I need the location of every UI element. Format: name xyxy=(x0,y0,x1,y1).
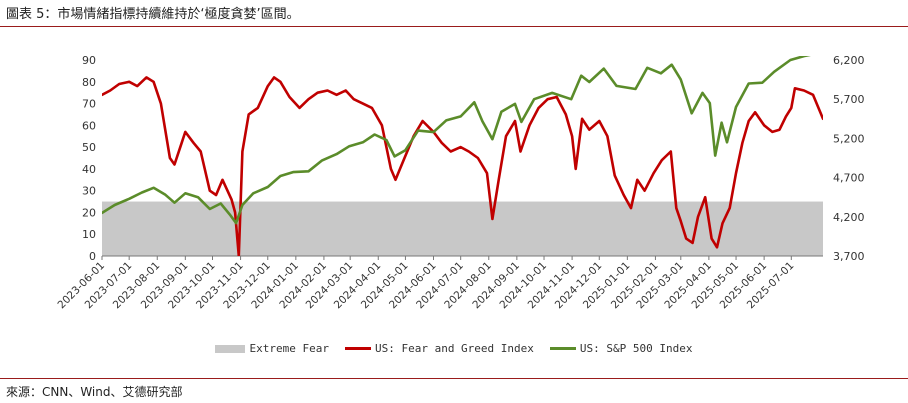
figure-title: 圖表 5：市場情緒指標持續維持於‘極度貪婪’區間。 xyxy=(6,7,300,22)
source-note: 來源：CNN、Wind、艾德研究部 xyxy=(6,385,183,399)
sentiment-chart: 0 10 20 30 40 50 60 70 80 90 3,700 4,200 4,700 5,200 5… xyxy=(55,54,865,311)
extreme-fear-band xyxy=(102,201,823,256)
y-left-tick-label: 20 xyxy=(82,206,96,219)
bottom-rule xyxy=(0,378,908,379)
y-right-tick-label: 4,200 xyxy=(833,211,865,224)
y-left-tick-label: 10 xyxy=(82,228,96,241)
legend-item-extreme-fear: Extreme Fear xyxy=(215,342,329,355)
legend-swatch-extreme-fear xyxy=(215,344,246,353)
y-right-tick-label: 3,700 xyxy=(833,250,865,263)
y-right-tick-label: 4,700 xyxy=(833,172,865,185)
chart-legend: Extreme Fear US: Fear and Greed Index US… xyxy=(0,342,908,355)
y-right-tick-label: 6,200 xyxy=(833,54,865,67)
legend-item-fear-greed: US: Fear and Greed Index xyxy=(344,342,534,355)
top-rule xyxy=(0,26,908,27)
legend-label-fear-greed: US: Fear and Greed Index xyxy=(374,342,534,355)
y-left-tick-label: 60 xyxy=(82,119,96,132)
fear-greed-line xyxy=(102,76,823,256)
y-right-tick-label: 5,700 xyxy=(833,93,865,106)
legend-label-extreme-fear: Extreme Fear xyxy=(249,342,329,355)
legend-swatch-sp500 xyxy=(549,347,576,350)
y-left-tick-label: 80 xyxy=(82,76,96,89)
legend-swatch-fear-greed xyxy=(344,347,371,350)
legend-label-sp500: US: S&P 500 Index xyxy=(579,342,693,355)
sp500-line xyxy=(102,56,811,225)
y-left-tick-label: 0 xyxy=(89,250,96,263)
y-left-tick-label: 50 xyxy=(82,141,96,154)
y-left-tick-label: 70 xyxy=(82,98,96,111)
y-right-tick-label: 5,200 xyxy=(833,132,865,145)
y-left-tick-label: 90 xyxy=(82,54,96,67)
legend-item-sp500: US: S&P 500 Index xyxy=(549,342,693,355)
y-left-tick-label: 40 xyxy=(82,163,96,176)
y-left-tick-label: 30 xyxy=(82,185,96,198)
